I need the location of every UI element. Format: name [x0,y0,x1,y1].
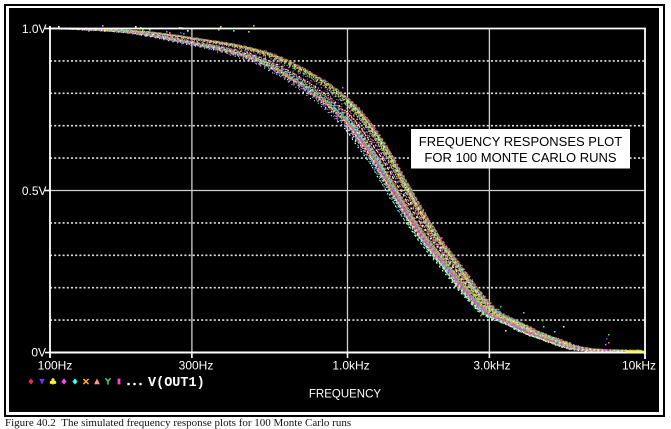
svg-text:10kHz: 10kHz [622,359,656,373]
svg-text:1.0V: 1.0V [22,22,47,36]
svg-text:100Hz: 100Hz [38,359,73,373]
svg-text:0.5V: 0.5V [22,184,47,198]
svg-text:1.0kHz: 1.0kHz [332,359,369,373]
svg-text:300Hz: 300Hz [179,359,214,373]
svg-text:FREQUENCY: FREQUENCY [309,389,382,401]
svg-text:V(OUT1): V(OUT1) [148,376,205,391]
svg-text:0V: 0V [31,346,46,360]
svg-text:3.0kHz: 3.0kHz [473,359,510,373]
svg-text:FREQUENCY RESPONSES PLOT: FREQUENCY RESPONSES PLOT [419,134,623,149]
svg-text:FOR 100 MONTE CARLO RUNS: FOR 100 MONTE CARLO RUNS [424,150,616,165]
